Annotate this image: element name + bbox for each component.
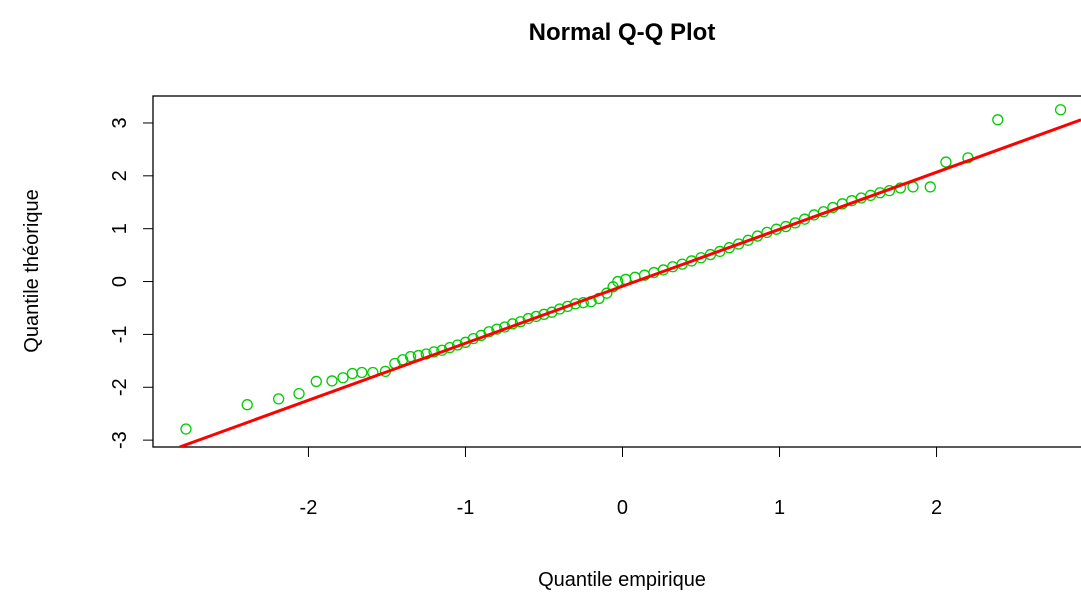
y-tick-label: 3 xyxy=(109,117,131,128)
y-tick-label: -2 xyxy=(109,378,131,396)
point xyxy=(554,303,566,315)
point xyxy=(241,399,253,411)
point xyxy=(310,375,322,388)
point xyxy=(1054,104,1067,116)
x-tick-label: -1 xyxy=(457,497,475,519)
x-tick-label: 0 xyxy=(617,497,628,519)
point xyxy=(346,367,359,380)
point xyxy=(924,181,936,193)
x-tick-label: 1 xyxy=(774,497,785,519)
point xyxy=(293,387,305,400)
y-tick-label: -3 xyxy=(109,431,131,449)
point xyxy=(992,114,1004,126)
reference-line xyxy=(179,118,1081,447)
point xyxy=(272,393,285,405)
plot-frame xyxy=(152,95,1081,448)
point xyxy=(326,375,338,387)
point xyxy=(561,300,574,313)
point xyxy=(940,156,952,168)
x-tick-label: 2 xyxy=(931,497,942,519)
point xyxy=(337,372,349,384)
chart-title: Normal Q-Q Plot xyxy=(529,19,716,46)
x-axis-label: Quantile empirique xyxy=(538,569,706,591)
y-tick-label: 2 xyxy=(109,170,131,181)
x-tick-label: -2 xyxy=(300,497,318,519)
point xyxy=(733,238,745,250)
y-tick-label: -1 xyxy=(109,326,131,344)
point xyxy=(356,366,368,379)
y-axis-label: Quantile théorique xyxy=(21,189,43,352)
y-tick-label: 0 xyxy=(109,276,131,287)
y-tick-label: 1 xyxy=(109,223,131,234)
point xyxy=(180,423,192,435)
